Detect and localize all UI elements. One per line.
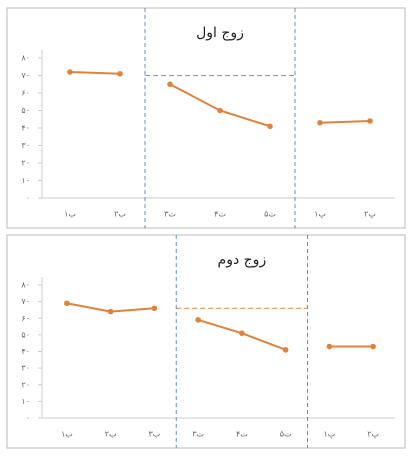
series-line [69, 71, 121, 75]
x-tick-label: ب۱ [61, 430, 73, 439]
x-tick-label: ت۵ [264, 210, 276, 219]
y-tick-label: ۶۰ [21, 89, 30, 98]
series-line [319, 120, 371, 124]
y-tick-label: ۴۰ [21, 124, 30, 133]
panel-frame [6, 7, 406, 229]
data-point [151, 305, 158, 312]
y-tick-label: ۷۰ [21, 297, 30, 306]
x-tick-label: ت۳ [164, 210, 176, 219]
panel-frame [6, 234, 406, 449]
series-line [169, 83, 271, 128]
data-point [117, 70, 123, 77]
x-tick-label: پ۱ [314, 210, 326, 219]
x-tick-label: ب۳ [148, 430, 160, 439]
x-tick-label: ت۵ [280, 430, 292, 439]
data-point [370, 343, 376, 350]
y-tick-label: ۸۰ [21, 54, 30, 63]
y-tick-label: ۸۰ [21, 281, 30, 290]
data-point [326, 343, 333, 350]
x-tick-label: ت۴ [236, 430, 248, 439]
data-point [195, 317, 201, 323]
data-point [239, 330, 245, 337]
x-tick-label: پ۲ [364, 210, 376, 219]
x-tick-label: ب۲ [114, 210, 126, 219]
y-tick-label: ۳۰ [21, 364, 30, 373]
x-tick-label: ب۱ [64, 210, 76, 219]
data-point [167, 81, 173, 88]
y-tick-label: ۱۰ [21, 176, 30, 185]
data-point [107, 308, 114, 315]
data-point [267, 123, 273, 130]
data-point [217, 107, 223, 114]
chart-title: زوج دوم [218, 252, 267, 268]
x-tick-label: ب۲ [105, 430, 117, 439]
y-tick-label: ۵۰ [21, 106, 30, 115]
x-tick-label: ت۴ [214, 210, 226, 219]
y-tick-label: ۵۰ [21, 330, 30, 339]
chart-title: زوج اول [196, 25, 244, 41]
x-tick-label: پ۱ [323, 430, 335, 439]
y-tick-label: ۲۰ [21, 159, 30, 168]
y-tick-label: ۷۰ [21, 71, 30, 80]
data-point [317, 119, 323, 126]
data-point [367, 118, 373, 124]
x-tick-label: ت۳ [192, 430, 204, 439]
y-tick-label: ۰ [26, 194, 30, 203]
y-tick-label: ۰ [26, 414, 30, 423]
y-tick-label: ۴۰ [21, 347, 30, 356]
data-point [64, 300, 70, 307]
y-tick-label: ۱۰ [21, 397, 30, 406]
x-tick-label: پ۲ [367, 430, 379, 439]
data-point [282, 347, 289, 353]
data-point [67, 69, 73, 75]
y-tick-label: ۳۰ [21, 141, 30, 150]
y-tick-label: ۲۰ [21, 380, 30, 389]
y-tick-label: ۶۰ [21, 314, 30, 323]
